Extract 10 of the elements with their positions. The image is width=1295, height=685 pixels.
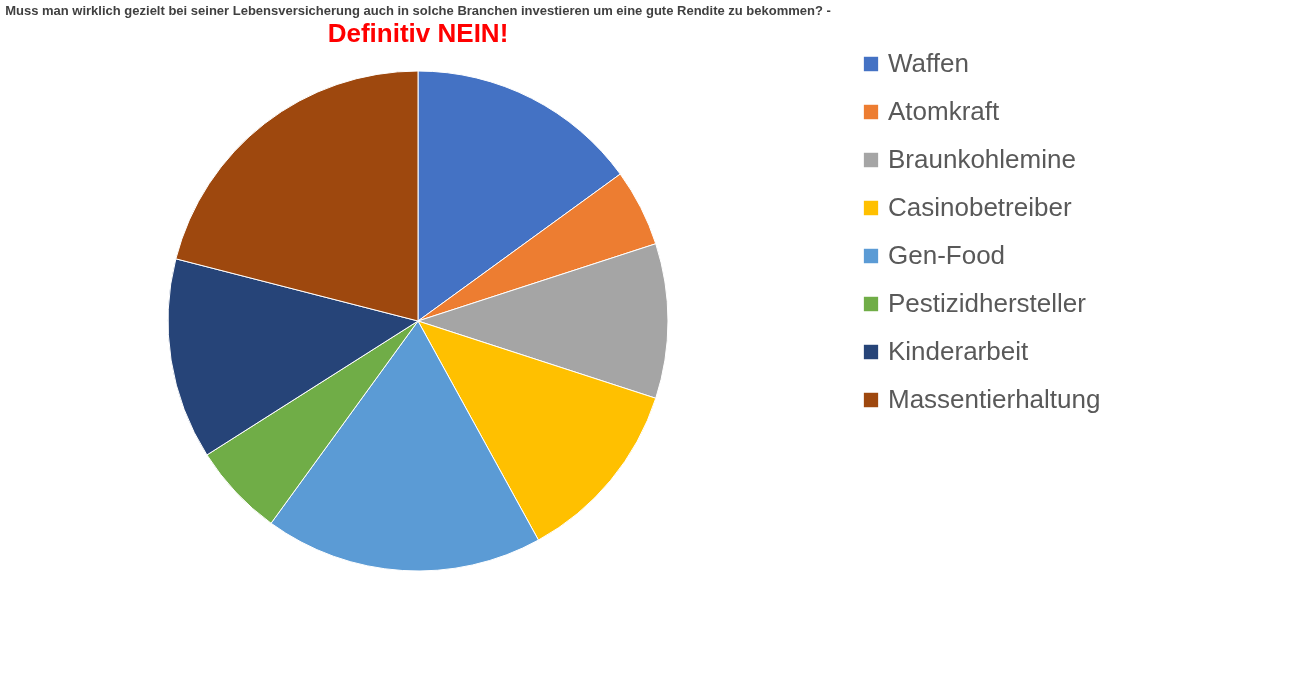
legend-label: Massentierhaltung [888, 384, 1101, 414]
chart-title: Muss man wirklich gezielt bei seiner Lebensversicherung auch in solche Branchen investieren um eine gute Rendite zu bekommen? - [5, 3, 831, 18]
legend-label: Waffen [888, 48, 969, 78]
legend-label: Kinderarbeit [888, 336, 1029, 366]
legend-label: Braunkohlemine [888, 144, 1076, 174]
legend-label: Gen-Food [888, 240, 1006, 270]
legend-label: Casinobetreiber [888, 192, 1072, 222]
chart-subtitle: Definitiv NEIN! [327, 18, 509, 48]
legend-label: Pestizidhersteller [888, 288, 1087, 318]
legend-label: Atomkraft [888, 96, 1001, 126]
